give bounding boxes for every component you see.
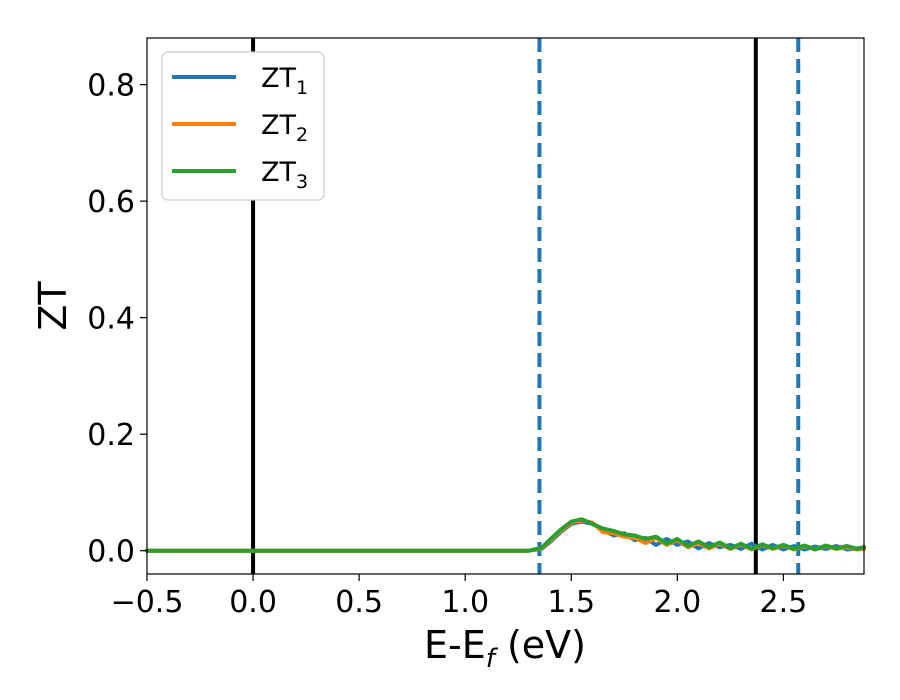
x-tick-label: 0.0 — [229, 585, 277, 620]
y-tick-label: 0.2 — [87, 418, 135, 453]
x-axis-label: E-Ef (eV) — [424, 623, 586, 674]
legend-label-2: ZT2 — [261, 110, 308, 146]
series-lines — [145, 517, 866, 553]
x-tick-label: 2.5 — [760, 585, 808, 620]
legend-box — [161, 51, 325, 201]
x-tick-label: −0.5 — [111, 585, 184, 620]
x-tick-label: 2.0 — [653, 585, 701, 620]
y-tick-label: 0.4 — [87, 302, 135, 337]
y-axis: 0.0 0.2 0.4 0.6 0.8 — [87, 69, 147, 570]
x-tick-label: 0.5 — [335, 585, 383, 620]
legend-label-1: ZT1 — [261, 63, 308, 99]
plot-frame — [146, 37, 865, 575]
y-tick-label: 0.6 — [87, 185, 135, 220]
y-tick-label: 0.8 — [87, 69, 135, 104]
y-tick-label: 0.0 — [87, 535, 135, 570]
y-axis-label: ZT — [31, 281, 75, 331]
legend: ZT1 ZT2 ZT3 — [161, 51, 325, 201]
x-tick-label: 1.5 — [547, 585, 595, 620]
legend-label-3: ZT3 — [261, 157, 308, 193]
x-tick-label: 1.0 — [441, 585, 489, 620]
reference-lines — [251, 38, 801, 574]
series-line-3 — [145, 517, 866, 553]
x-axis: −0.5 0.0 0.5 1.0 1.5 2.0 2.5 — [111, 574, 808, 620]
